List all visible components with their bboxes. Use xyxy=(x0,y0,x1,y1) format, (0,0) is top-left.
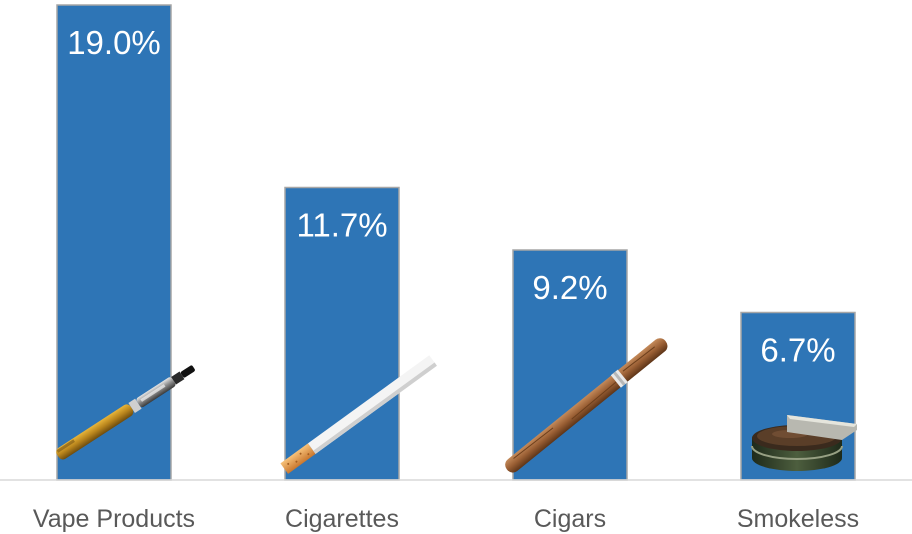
data-label: 19.0% xyxy=(67,24,161,61)
category-labels: Vape Products Cigarettes Cigars Smokeless xyxy=(33,505,859,533)
category-label: Cigarettes xyxy=(285,505,399,533)
cigar-image xyxy=(505,338,668,473)
category-label: Smokeless xyxy=(737,505,859,533)
vape-pen-image xyxy=(56,365,195,460)
data-label: 11.7% xyxy=(296,207,387,244)
bar-vape-products xyxy=(56,4,172,481)
snuff-tin-image xyxy=(751,415,857,471)
bar-images xyxy=(56,338,857,474)
category-label: Vape Products xyxy=(33,505,195,533)
bars-layer xyxy=(56,4,856,481)
cigarette-image xyxy=(280,355,437,474)
category-label: Cigars xyxy=(534,505,606,533)
data-label: 6.7% xyxy=(760,332,835,369)
data-label: 9.2% xyxy=(532,269,607,306)
data-labels: 19.0% 11.7% 9.2% 6.7% xyxy=(67,24,835,369)
